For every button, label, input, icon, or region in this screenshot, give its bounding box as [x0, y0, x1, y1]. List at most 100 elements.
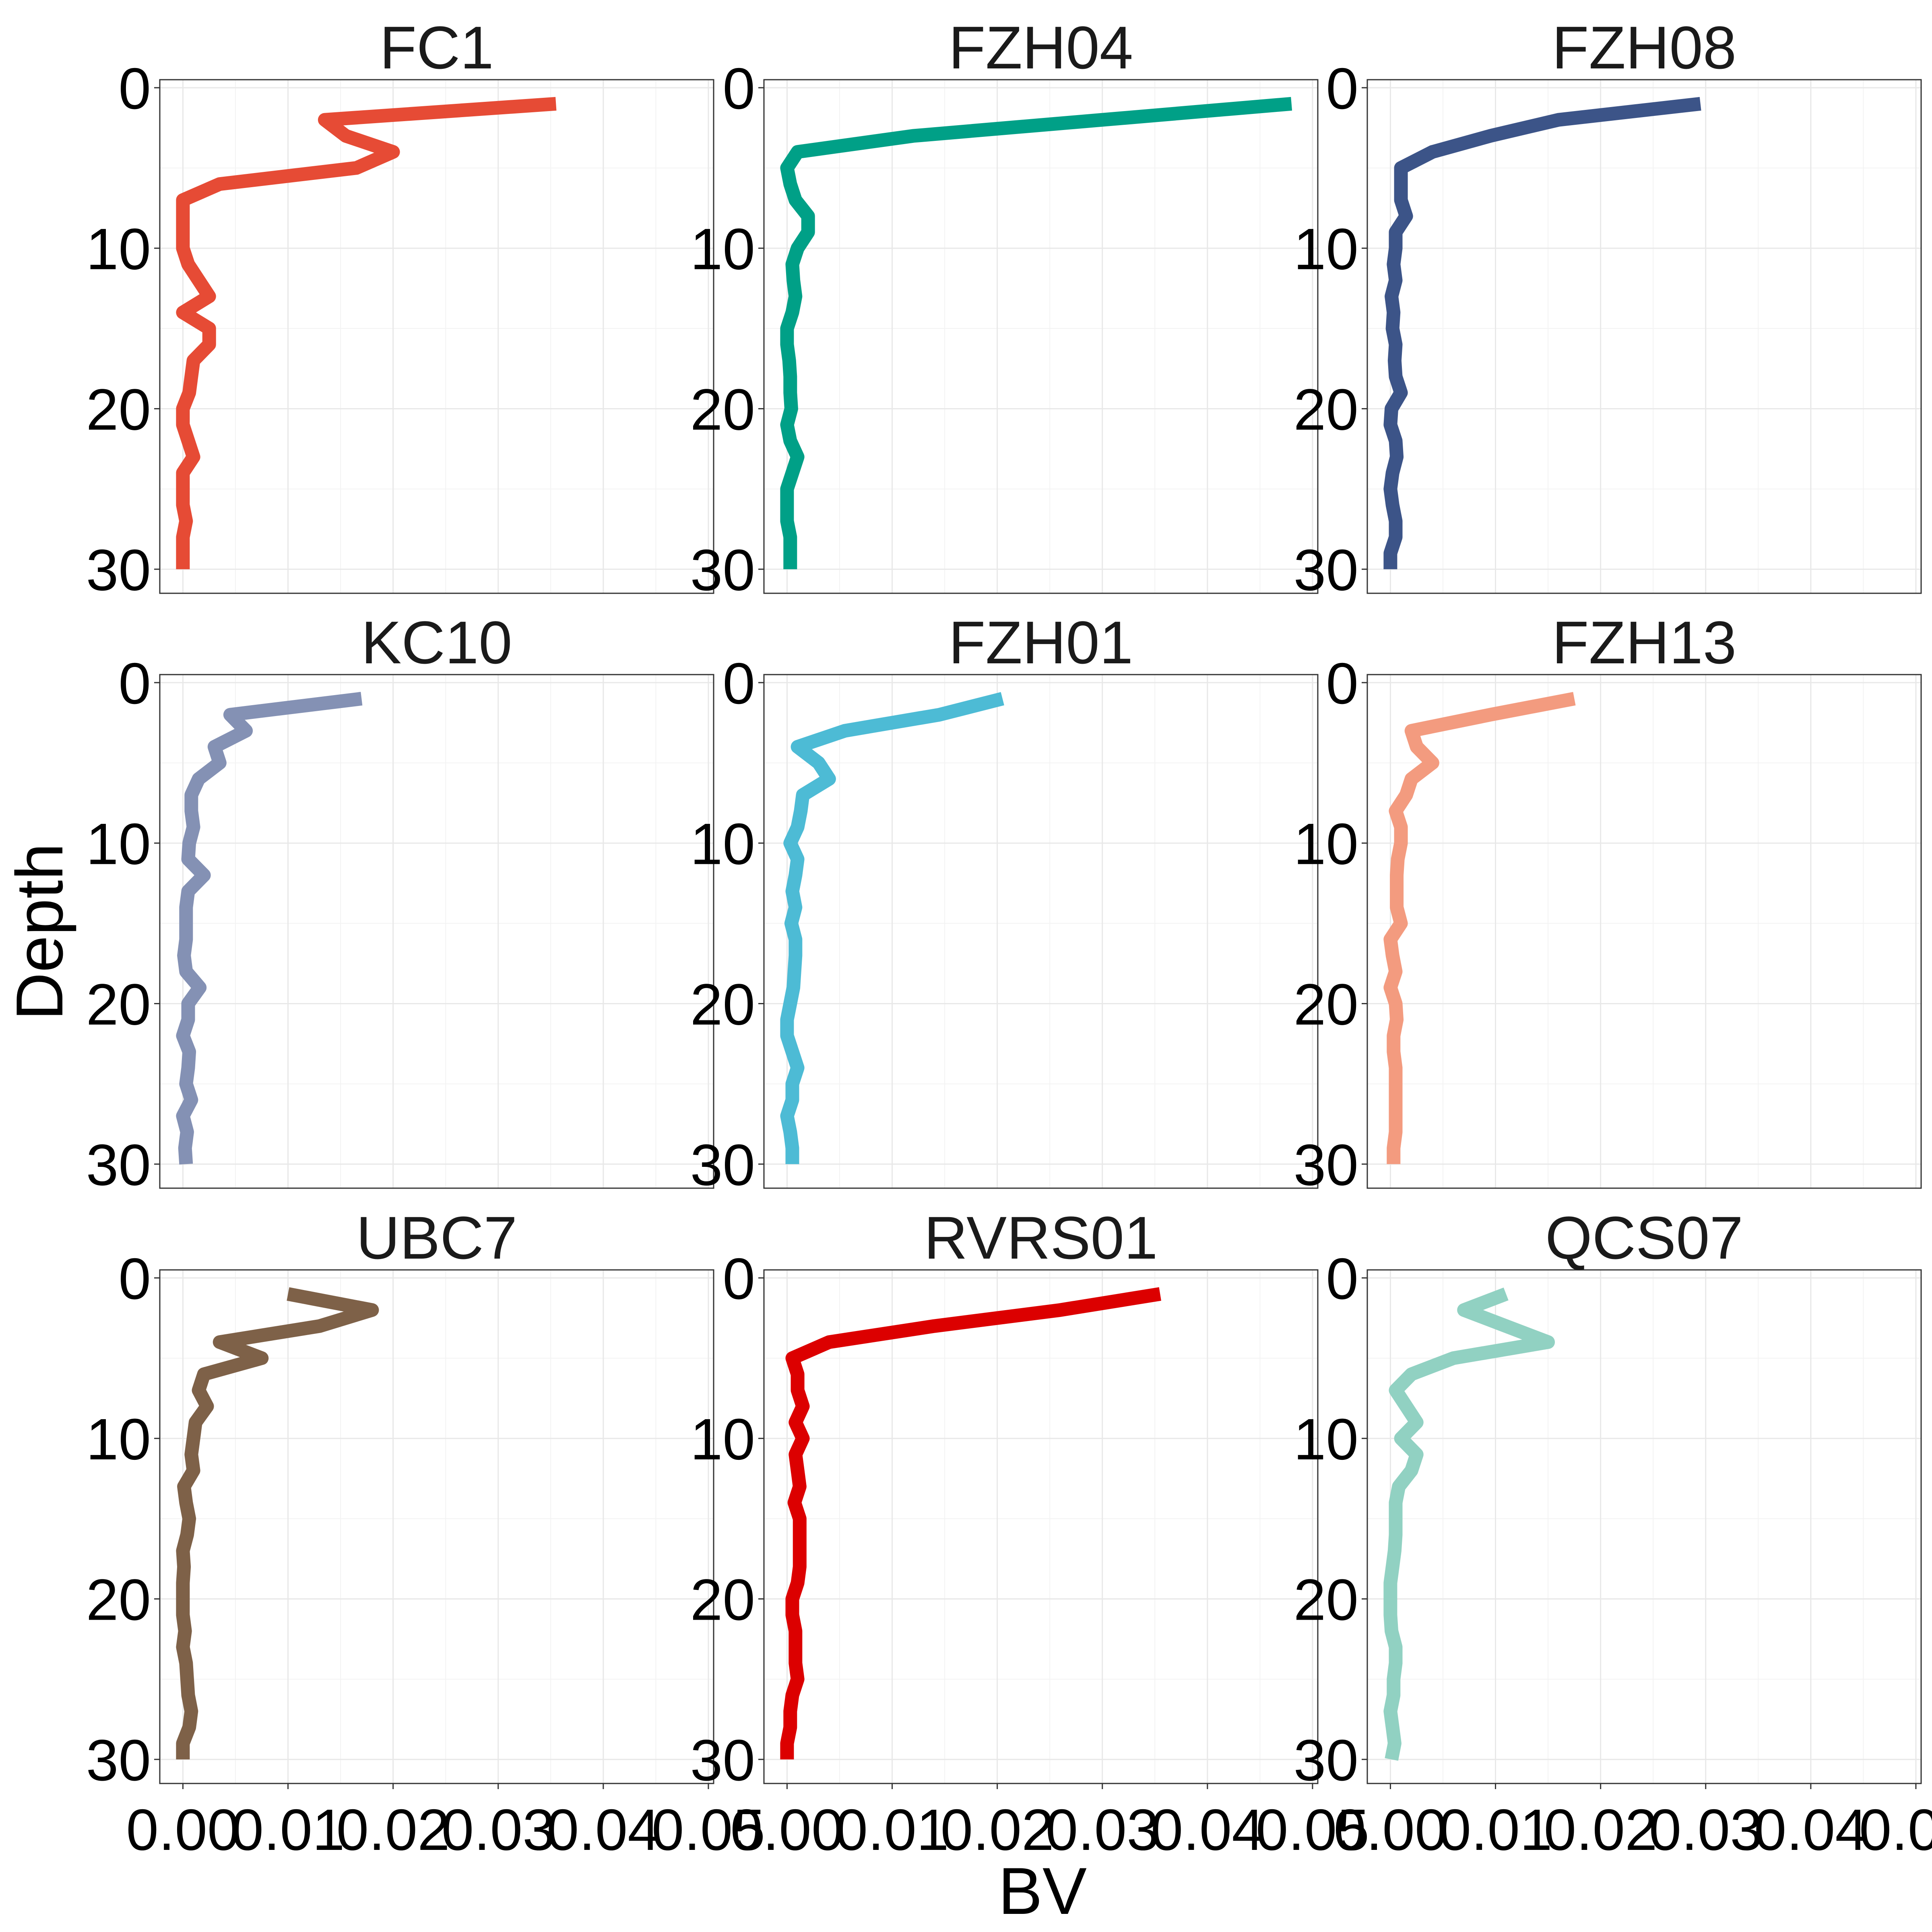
series-line — [176, 1287, 379, 1760]
y-axis-title: Depth — [2, 843, 76, 1020]
panel-border — [159, 79, 714, 594]
y-tick-label: 0 — [722, 1246, 755, 1311]
panel-background — [764, 675, 1318, 1188]
x-tick-label: 0.01 — [835, 1797, 949, 1862]
y-tick-label: 10 — [1294, 217, 1358, 282]
x-tick-label: 0.01 — [231, 1797, 345, 1862]
y-tick-label: 20 — [1294, 1567, 1358, 1632]
panel-border — [763, 674, 1319, 1189]
panel-border — [159, 1269, 714, 1784]
y-tick-label: 30 — [86, 1728, 151, 1793]
y-tick-label: 20 — [86, 377, 151, 442]
y-tick-label: 30 — [690, 1728, 755, 1793]
facet-panel: QCS07 0 10 20 300.000.010.020.030.040.05 — [1294, 1204, 1932, 1862]
y-tick-label: 0 — [118, 56, 151, 121]
panel-background — [1367, 1270, 1921, 1783]
x-axis-title: BV — [998, 1854, 1087, 1928]
y-tick-label: 10 — [1294, 1407, 1358, 1472]
facet-panel: FZH13 0 10 20 30 — [1294, 609, 1922, 1197]
y-tick-label: 30 — [86, 1132, 151, 1197]
series-line — [1383, 692, 1576, 1164]
facet-title: FZH04 — [949, 14, 1133, 81]
y-tick-label: 20 — [690, 377, 755, 442]
y-tick-label: 0 — [1326, 651, 1358, 716]
facet-title: KC10 — [361, 609, 512, 676]
panel-background — [764, 1270, 1318, 1783]
x-tick-label: 0.05 — [1256, 1797, 1369, 1862]
y-tick-label: 30 — [690, 537, 755, 603]
facet-title: FZH01 — [949, 609, 1133, 676]
y-tick-label: 0 — [1326, 56, 1358, 121]
y-tick-label: 0 — [722, 651, 755, 716]
panel-border — [159, 674, 714, 1189]
x-tick-label: 0.05 — [1859, 1797, 1932, 1862]
series-line — [780, 97, 1292, 570]
y-tick-label: 10 — [690, 1407, 755, 1472]
series-line — [780, 692, 1004, 1164]
y-tick-label: 30 — [1294, 1728, 1358, 1793]
y-tick-label: 10 — [690, 811, 755, 877]
x-tick-label: 0.00 — [1333, 1797, 1447, 1862]
facet-panel: KC10 0 10 20 30 — [86, 609, 714, 1197]
series-line — [780, 1287, 1162, 1760]
y-tick-label: 30 — [690, 1132, 755, 1197]
facet-panel: FZH01 0 10 20 30 — [690, 609, 1319, 1197]
x-tick-label: 0.02 — [336, 1797, 450, 1862]
y-tick-label: 20 — [1294, 377, 1358, 442]
x-tick-label: 0.03 — [1046, 1797, 1159, 1862]
facet-title: FZH13 — [1552, 609, 1736, 676]
y-tick-label: 10 — [690, 217, 755, 282]
panel-border — [1366, 79, 1922, 594]
y-tick-label: 30 — [1294, 537, 1358, 603]
y-tick-label: 0 — [118, 651, 151, 716]
y-tick-label: 20 — [86, 1567, 151, 1632]
y-tick-label: 20 — [690, 972, 755, 1037]
facet-title: FZH08 — [1552, 14, 1736, 81]
x-tick-label: 0.04 — [1151, 1797, 1264, 1862]
x-tick-label: 0.00 — [126, 1797, 239, 1862]
panel-background — [764, 80, 1318, 593]
y-tick-label: 30 — [86, 537, 151, 603]
facet-title: RVRS01 — [924, 1204, 1158, 1271]
x-tick-label: 0.04 — [1754, 1797, 1868, 1862]
x-tick-label: 0.05 — [652, 1797, 765, 1862]
panel-background — [1367, 80, 1921, 593]
panel-border — [763, 1269, 1319, 1784]
panel-background — [1367, 675, 1921, 1188]
panel-background — [160, 80, 714, 593]
facet-title: FC1 — [380, 14, 493, 81]
y-tick-label: 20 — [1294, 972, 1358, 1037]
x-tick-label: 0.02 — [941, 1797, 1054, 1862]
series-line — [176, 97, 557, 570]
series-line — [176, 691, 363, 1165]
y-tick-label: 10 — [86, 1407, 151, 1472]
x-tick-label: 0.00 — [730, 1797, 844, 1862]
y-tick-label: 10 — [86, 811, 151, 877]
x-tick-label: 0.04 — [547, 1797, 660, 1862]
x-tick-label: 0.03 — [1649, 1797, 1763, 1862]
series-line — [1383, 1287, 1555, 1761]
y-tick-label: 20 — [690, 1567, 755, 1632]
y-tick-label: 0 — [118, 1246, 151, 1311]
facet-panel: FZH08 0 10 20 30 — [1294, 14, 1922, 603]
y-tick-label: 20 — [86, 972, 151, 1037]
y-tick-label: 10 — [86, 217, 151, 282]
y-tick-label: 30 — [1294, 1132, 1358, 1197]
x-tick-label: 0.03 — [442, 1797, 555, 1862]
y-tick-label: 0 — [1326, 1246, 1358, 1311]
panels-layer: FC1 0 10 20 30 FZH04 0 10 20 30 FZH08 0 10 20 30 KC10 0 1… — [86, 14, 1932, 1862]
facet-title: QCS07 — [1545, 1204, 1743, 1271]
facet-panel: FZH04 0 10 20 30 — [690, 14, 1319, 603]
panel-border — [1366, 674, 1922, 1189]
facet-panel: FC1 0 10 20 30 — [86, 14, 714, 603]
y-tick-label: 10 — [1294, 811, 1358, 877]
panel-border — [1366, 1269, 1922, 1784]
series-line — [1383, 97, 1701, 570]
panel-border — [763, 79, 1319, 594]
panel-background — [160, 675, 714, 1188]
x-tick-label: 0.02 — [1544, 1797, 1657, 1862]
y-tick-label: 0 — [722, 56, 755, 121]
